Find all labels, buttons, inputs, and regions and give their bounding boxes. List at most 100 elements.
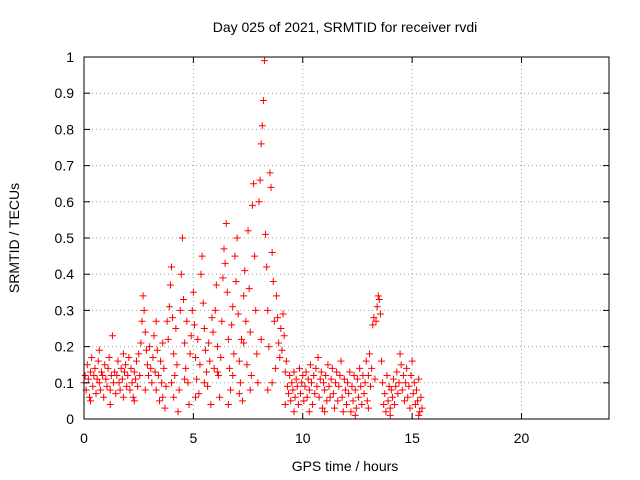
data-point xyxy=(279,310,287,318)
data-point xyxy=(208,314,216,322)
data-point xyxy=(365,350,373,358)
data-point xyxy=(181,339,189,347)
data-point xyxy=(215,372,223,380)
data-point xyxy=(221,259,229,267)
data-point xyxy=(405,382,413,390)
data-point xyxy=(361,379,369,387)
data-point xyxy=(326,393,334,401)
data-point xyxy=(150,332,158,340)
data-point xyxy=(257,335,265,343)
data-point xyxy=(306,361,314,369)
data-point xyxy=(321,408,329,416)
data-point xyxy=(203,368,210,376)
data-point xyxy=(193,375,201,383)
data-point xyxy=(415,411,423,419)
data-point xyxy=(274,314,282,322)
data-point xyxy=(104,364,112,372)
data-point xyxy=(112,390,120,398)
data-point xyxy=(385,382,393,390)
data-point xyxy=(373,303,381,311)
data-point xyxy=(380,401,388,409)
data-point xyxy=(266,169,274,177)
data-point xyxy=(311,390,319,398)
data-point xyxy=(218,317,226,325)
data-point xyxy=(417,393,425,401)
data-point xyxy=(141,386,149,394)
data-point xyxy=(387,386,395,394)
data-point xyxy=(155,397,163,405)
x-tick-label: 20 xyxy=(514,430,530,446)
data-point xyxy=(219,274,227,282)
data-point xyxy=(95,379,103,387)
data-point xyxy=(199,299,207,307)
data-point xyxy=(378,357,385,365)
data-point xyxy=(350,372,358,380)
data-point xyxy=(176,306,184,314)
data-point xyxy=(347,408,355,416)
data-point xyxy=(276,353,284,361)
data-point xyxy=(168,379,175,387)
data-point xyxy=(360,390,368,398)
data-point xyxy=(216,393,224,401)
data-point xyxy=(142,346,150,354)
data-point xyxy=(195,390,203,398)
data-point xyxy=(224,401,232,409)
data-point xyxy=(315,393,323,401)
data-point xyxy=(351,411,359,419)
data-point xyxy=(407,372,415,380)
data-point xyxy=(251,252,259,260)
data-point xyxy=(200,379,208,387)
data-point xyxy=(147,364,155,372)
data-point xyxy=(139,292,147,300)
data-point xyxy=(194,335,202,343)
data-point xyxy=(368,364,376,372)
data-point xyxy=(386,411,394,419)
data-point xyxy=(105,353,113,361)
data-point xyxy=(175,386,183,394)
data-point xyxy=(124,372,132,380)
data-point xyxy=(206,357,214,365)
data-point xyxy=(345,390,353,398)
data-point xyxy=(303,393,311,401)
data-point xyxy=(129,393,137,401)
data-point xyxy=(338,393,346,401)
chart-title: Day 025 of 2021, SRMTID for receiver rvd… xyxy=(213,19,478,35)
data-point xyxy=(229,372,237,380)
data-point xyxy=(211,306,219,314)
y-tick-label: 0.9 xyxy=(55,85,75,101)
data-point xyxy=(231,252,239,260)
data-point xyxy=(87,368,95,376)
x-axis-label: GPS time / hours xyxy=(292,458,399,474)
data-point xyxy=(336,372,344,380)
data-point xyxy=(198,252,206,260)
data-point xyxy=(376,310,384,318)
data-point xyxy=(264,306,272,314)
data-point xyxy=(259,96,267,104)
data-point xyxy=(250,180,258,188)
data-point xyxy=(138,317,146,325)
data-point xyxy=(153,346,161,354)
x-tick-label: 15 xyxy=(404,430,420,446)
data-point xyxy=(267,183,275,191)
data-point xyxy=(332,379,340,387)
data-point xyxy=(415,375,423,383)
data-point xyxy=(351,386,359,394)
data-point xyxy=(398,386,406,394)
data-point xyxy=(85,393,93,401)
data-point xyxy=(349,397,357,405)
data-point xyxy=(90,372,98,380)
data-point xyxy=(334,397,342,405)
data-point xyxy=(289,386,297,394)
data-point xyxy=(235,357,243,365)
data-point xyxy=(302,368,310,376)
x-tick-label: 10 xyxy=(295,430,311,446)
data-point xyxy=(316,375,324,383)
data-point xyxy=(117,364,125,372)
data-point xyxy=(149,353,157,361)
data-point xyxy=(383,372,391,380)
data-point xyxy=(341,386,349,394)
data-point xyxy=(344,379,352,387)
data-point xyxy=(278,346,286,354)
data-point xyxy=(254,379,262,387)
